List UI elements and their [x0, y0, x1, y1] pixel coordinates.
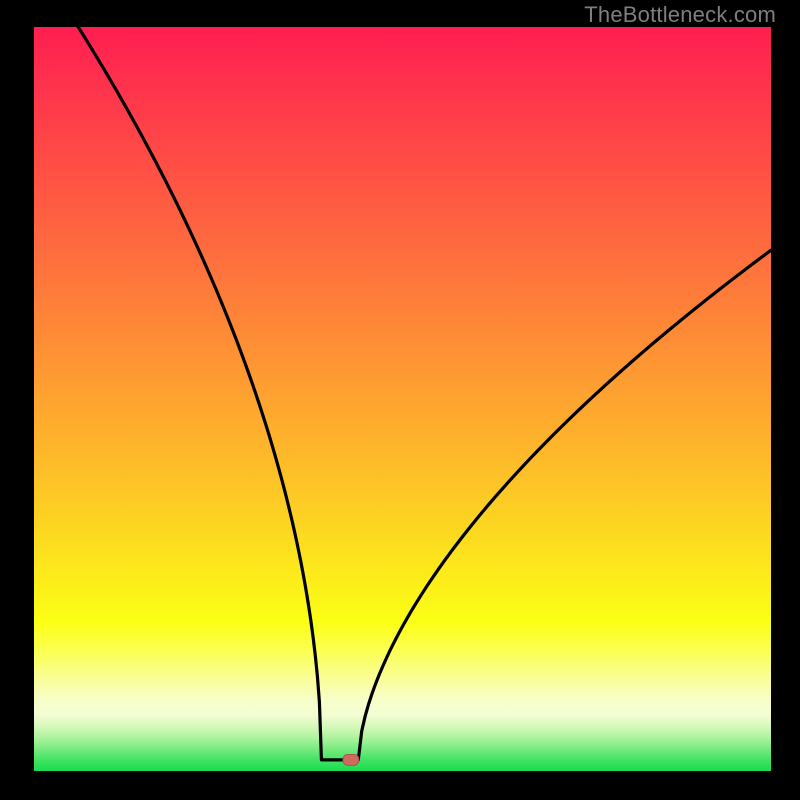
chart-canvas: TheBottleneck.com — [0, 0, 800, 800]
watermark: TheBottleneck.com — [584, 2, 776, 28]
plot-area — [34, 27, 771, 771]
optimum-marker — [343, 754, 359, 765]
plot-svg — [34, 27, 771, 771]
